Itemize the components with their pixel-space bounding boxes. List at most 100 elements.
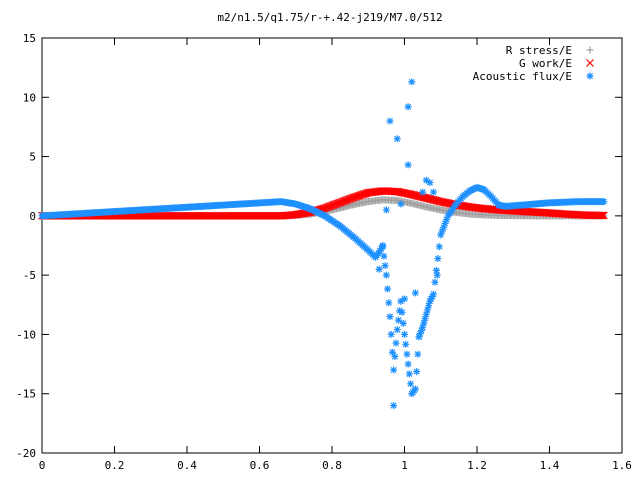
data-point — [387, 330, 395, 338]
data-point — [382, 271, 390, 279]
data-point — [397, 200, 405, 208]
x-tick-label: 0.6 — [250, 459, 270, 472]
y-tick-label: 15 — [23, 32, 36, 45]
x-tick-label: 0.4 — [177, 459, 197, 472]
y-tick-label: 0 — [29, 210, 36, 223]
data-point — [435, 243, 443, 251]
data-point — [420, 319, 428, 327]
x-tick-label: 0 — [39, 459, 46, 472]
data-point — [386, 313, 394, 321]
data-point — [421, 315, 429, 323]
data-point — [419, 188, 427, 196]
x-tick-label: 0.8 — [322, 459, 342, 472]
data-point — [391, 353, 399, 361]
data-point — [411, 289, 419, 297]
data-point — [423, 306, 431, 314]
data-point — [422, 310, 430, 318]
y-tick-label: -20 — [16, 447, 36, 460]
data-point — [416, 330, 424, 338]
data-point — [380, 252, 388, 260]
data-point — [428, 292, 436, 300]
data-point — [438, 227, 446, 235]
data-point — [599, 211, 608, 220]
data-point — [404, 360, 412, 368]
chart-title: m2/n1.5/q1.75/r-+.42-j219/M7.0/512 — [217, 11, 442, 24]
data-point — [381, 262, 389, 270]
data-point — [434, 255, 442, 263]
data-point — [598, 211, 607, 220]
data-point — [425, 302, 433, 310]
data-point — [399, 319, 407, 327]
data-point — [397, 297, 405, 305]
legend-label: R stress/E — [506, 44, 572, 57]
x-tick-label: 1.6 — [612, 459, 632, 472]
data-point — [437, 231, 445, 239]
data-point — [415, 333, 423, 341]
data-point — [385, 299, 393, 307]
data-point — [443, 216, 451, 224]
data-point — [422, 176, 430, 184]
data-point — [404, 161, 412, 169]
data-point — [392, 339, 400, 347]
data-point — [431, 278, 439, 286]
data-point — [390, 402, 398, 410]
series-acoustic-outliers — [375, 78, 441, 410]
data-point — [407, 380, 415, 388]
series-acoustic-flux-e — [38, 183, 608, 398]
y-tick-label: -10 — [16, 328, 36, 341]
x-tick-label: 1.4 — [540, 459, 560, 472]
data-point — [430, 290, 437, 298]
data-point — [393, 135, 401, 143]
y-tick-labels: 15 10 5 0 -5 -10 -15 -20 — [16, 32, 36, 460]
data-point — [398, 308, 406, 316]
data-point — [401, 295, 408, 303]
x-tick-label: 0.2 — [105, 459, 125, 472]
data-point — [413, 368, 421, 376]
data-point — [419, 323, 427, 331]
data-point — [433, 271, 441, 279]
data-point — [411, 385, 419, 393]
legend-marker — [586, 72, 594, 80]
data-point — [405, 370, 413, 378]
data-point — [597, 211, 606, 220]
data-point — [382, 206, 390, 214]
data-point — [393, 326, 401, 334]
data-point — [432, 266, 440, 274]
data-point — [379, 242, 387, 249]
y-tick-label: -5 — [23, 269, 36, 282]
data-point — [402, 340, 410, 348]
y-tick-label: 5 — [29, 151, 36, 164]
data-point — [426, 297, 434, 305]
data-point — [404, 103, 412, 111]
data-point — [600, 198, 608, 206]
x-tick-label: 1.2 — [467, 459, 487, 472]
axis-ticks — [41, 37, 623, 454]
data-point — [401, 330, 408, 338]
data-point — [384, 285, 392, 293]
x-tick-label: 1 — [401, 459, 408, 472]
data-point — [441, 219, 449, 227]
y-tick-label: -15 — [16, 388, 36, 401]
data-point — [390, 366, 398, 374]
data-point — [408, 78, 416, 86]
legend-marker — [586, 59, 594, 67]
data-point — [426, 179, 434, 187]
data-point — [388, 348, 396, 356]
data-point — [440, 223, 448, 231]
data-point — [394, 316, 402, 324]
data-point — [403, 350, 411, 358]
x-tick-labels: 0 0.2 0.4 0.6 0.8 1 1.2 1.4 1.6 — [39, 459, 632, 472]
data-point — [414, 350, 422, 358]
data-point — [430, 188, 437, 196]
legend-label: G work/E — [519, 57, 572, 70]
data-point — [427, 295, 435, 303]
y-tick-label: 10 — [23, 91, 36, 104]
legend-marker — [586, 46, 594, 54]
data-point — [386, 117, 394, 125]
series-layer — [38, 78, 608, 410]
data-point — [417, 326, 425, 334]
